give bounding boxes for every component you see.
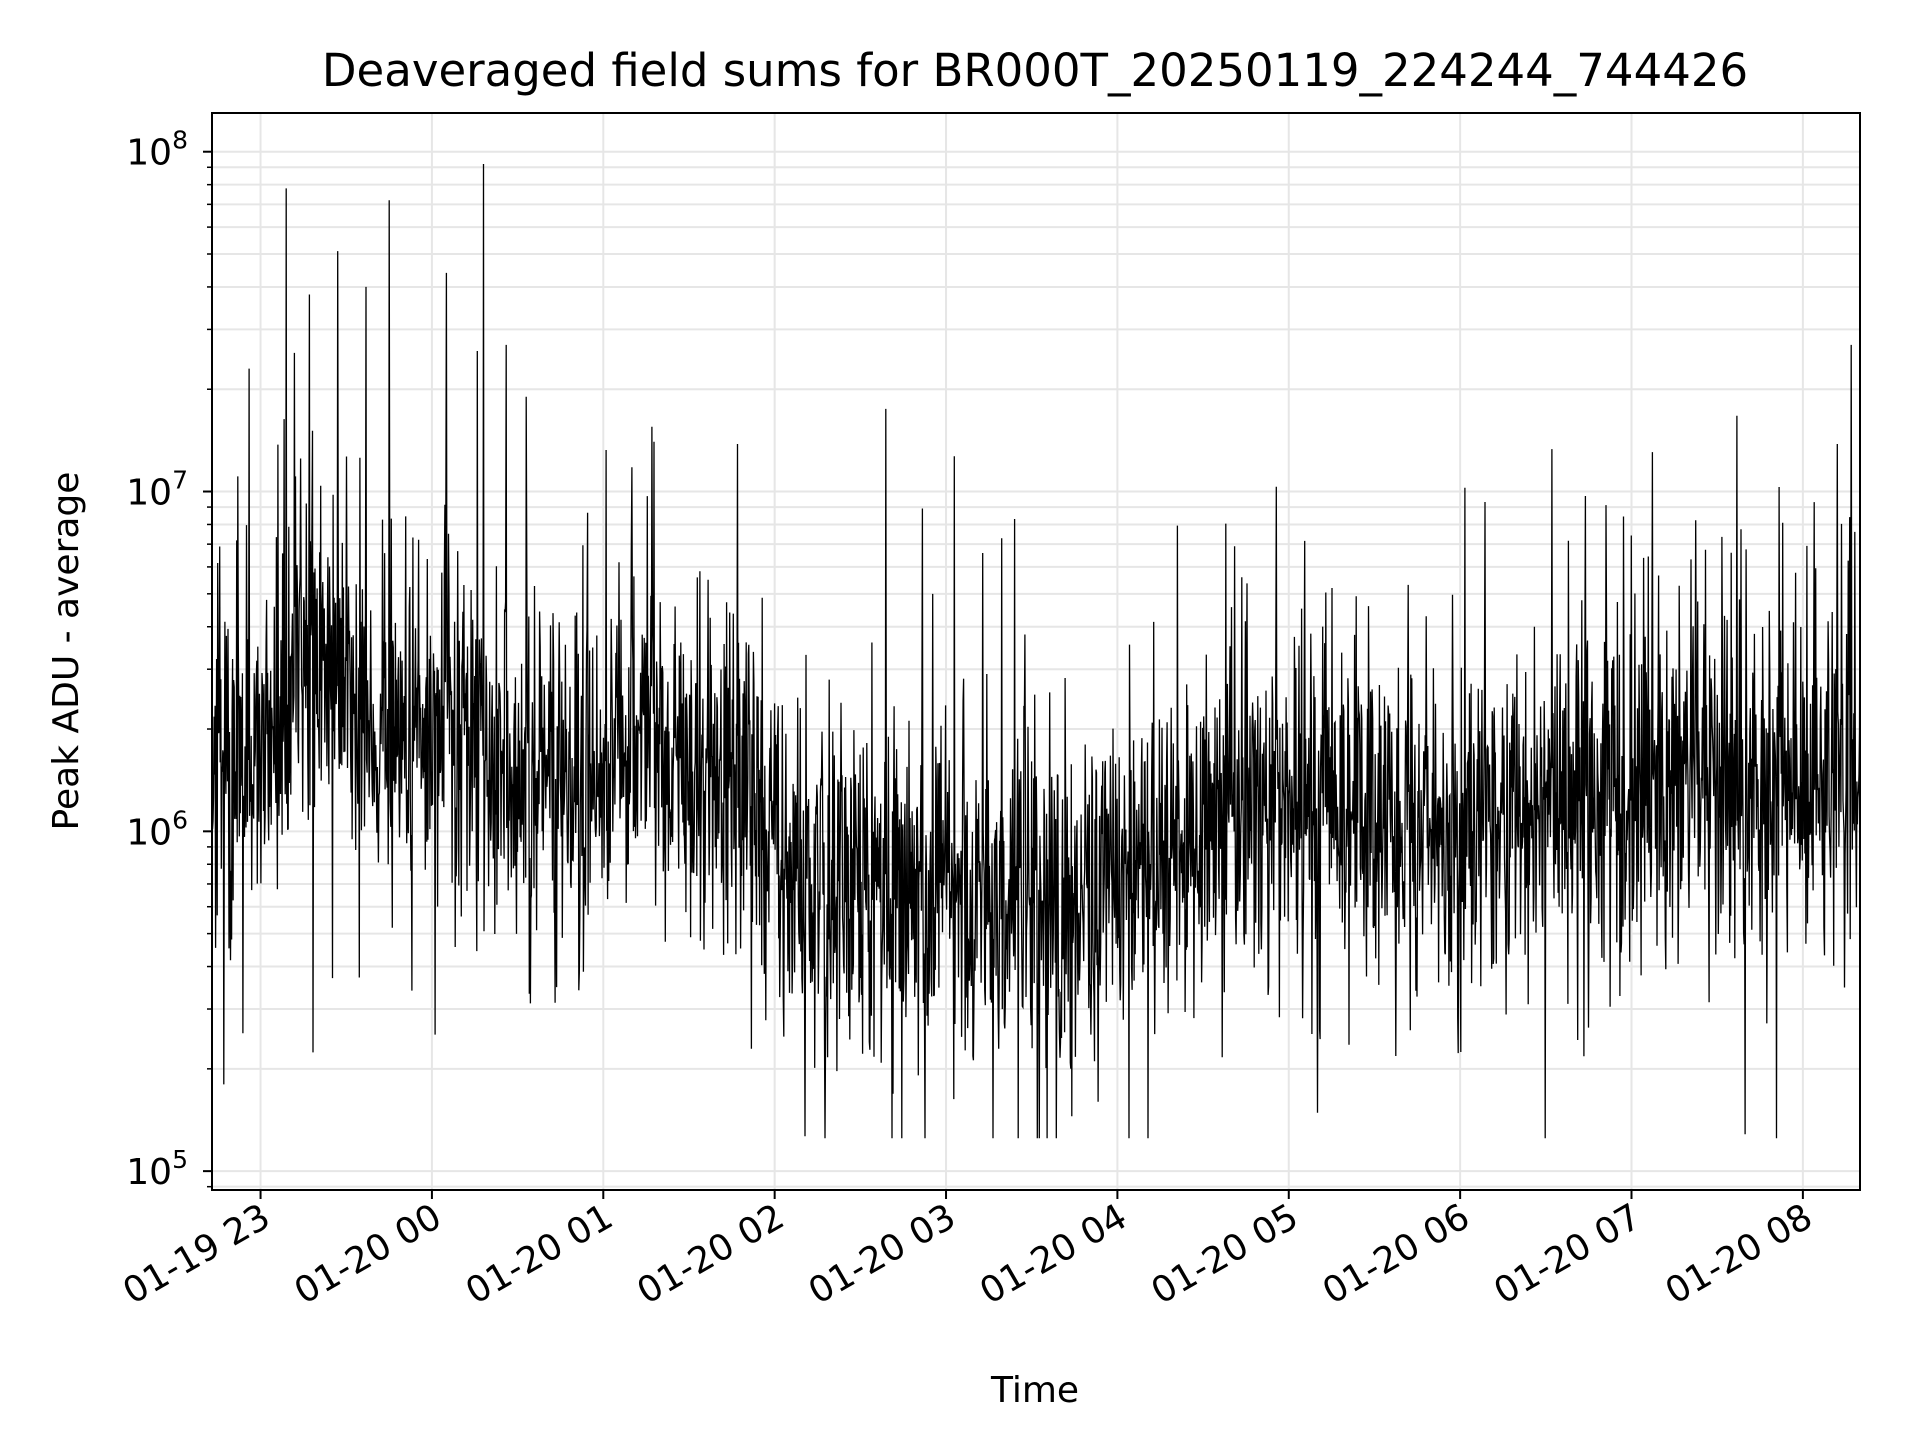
series-line [211,163,1861,1139]
y-tick-label: 106 [126,805,188,853]
series-layer [211,163,1861,1139]
chart-title: Deaveraged field sums for BR000T_2025011… [322,44,1748,97]
x-axis-label: Time [990,1370,1079,1411]
y-axis: 105 106 107 108 [126,126,212,1193]
y-tick-label: 105 [126,1145,188,1193]
plot-frame [211,112,1861,1191]
y-tick-label: 107 [126,466,188,514]
y-axis-label: Peak ADU - average [46,472,87,831]
y-tick-label: 108 [126,126,188,174]
